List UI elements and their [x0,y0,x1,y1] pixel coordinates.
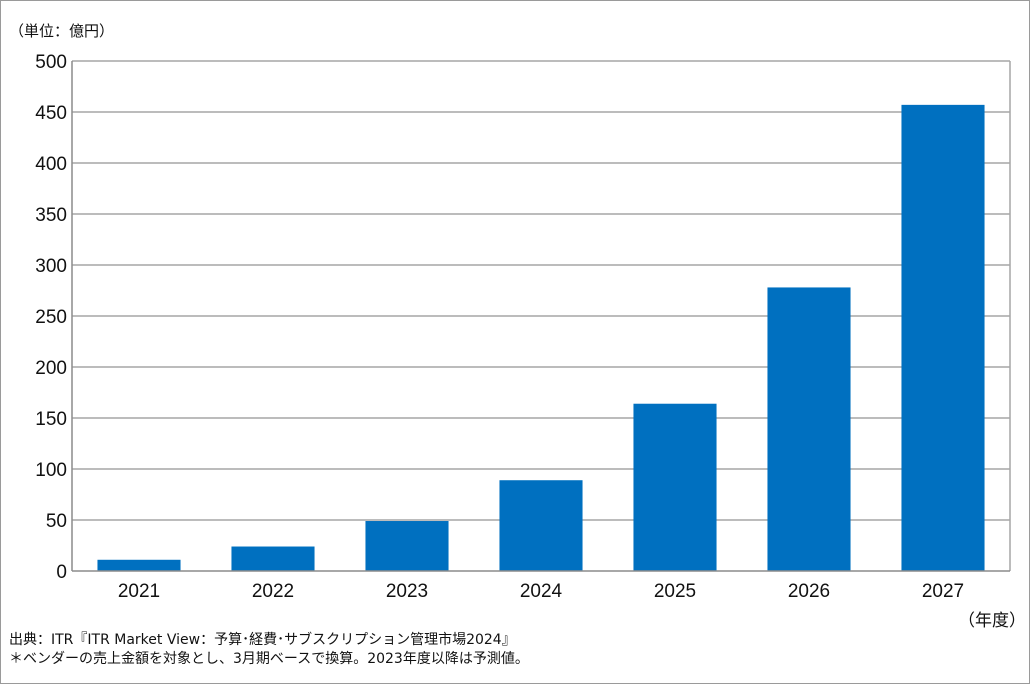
bar-2026 [767,287,851,571]
bar-2022 [231,546,315,571]
y-tick-label-200: 200 [35,358,67,379]
y-tick-label-400: 400 [35,154,67,175]
bar-2021 [97,559,181,571]
y-tick-label-0: 0 [56,562,67,583]
y-tick-label-300: 300 [35,256,67,277]
bar-2027 [901,104,985,572]
x-tick-label-2025: 2025 [654,581,696,602]
footnote: ＊ベンダーの売上金額を対象とし、3月期ベースで換算。2023年度以降は予測値。 [9,651,529,667]
bar-2024 [499,480,583,571]
y-tick-label-100: 100 [35,460,67,481]
bar-2023 [365,521,449,571]
x-tick-label-2027: 2027 [922,581,964,602]
axes [71,61,1011,572]
y-tick-labels: 0 50 100 150 200 250 300 350 400 450 500 [35,52,67,583]
y-tick-label-500: 500 [35,52,67,73]
x-tick-labels: 2021 2022 2023 2024 2025 2026 2027 [118,581,964,602]
y-tick-label-150: 150 [35,409,67,430]
x-tick-label-2026: 2026 [788,581,830,602]
y-unit-label: （単位：億円） [9,22,115,40]
y-tick-label-50: 50 [46,511,67,532]
gridlines [72,60,1010,521]
x-tick-label-2024: 2024 [520,581,563,602]
x-tick-label-2021: 2021 [118,581,160,602]
x-tick-label-2022: 2022 [252,581,294,602]
y-tick-label-250: 250 [35,307,67,328]
bar-2025 [633,403,717,571]
x-tick-label-2023: 2023 [386,581,428,602]
bars [97,104,985,572]
x-unit-label: （年度） [958,611,1026,631]
y-tick-label-450: 450 [35,103,67,124]
source-note: 出典：ITR『ITR Market View：予算･経費･サブスクリプション管理… [9,632,516,648]
y-tick-label-350: 350 [35,205,67,226]
